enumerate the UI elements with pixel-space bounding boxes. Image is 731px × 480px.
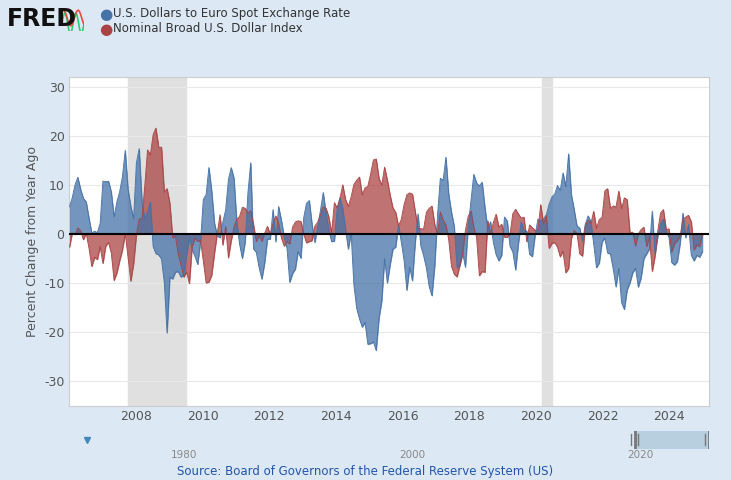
Bar xyxy=(128,77,186,406)
Text: ●: ● xyxy=(99,22,112,36)
Bar xyxy=(635,431,709,449)
Text: ●: ● xyxy=(99,7,112,22)
Text: FRED: FRED xyxy=(7,7,77,31)
Text: Nominal Broad U.S. Dollar Index: Nominal Broad U.S. Dollar Index xyxy=(113,22,303,35)
Bar xyxy=(542,77,553,406)
Text: Source: Board of Governors of the Federal Reserve System (US): Source: Board of Governors of the Federa… xyxy=(178,465,553,478)
Y-axis label: Percent Change from Year Ago: Percent Change from Year Ago xyxy=(26,146,39,336)
Text: U.S. Dollars to Euro Spot Exchange Rate: U.S. Dollars to Euro Spot Exchange Rate xyxy=(113,7,351,20)
